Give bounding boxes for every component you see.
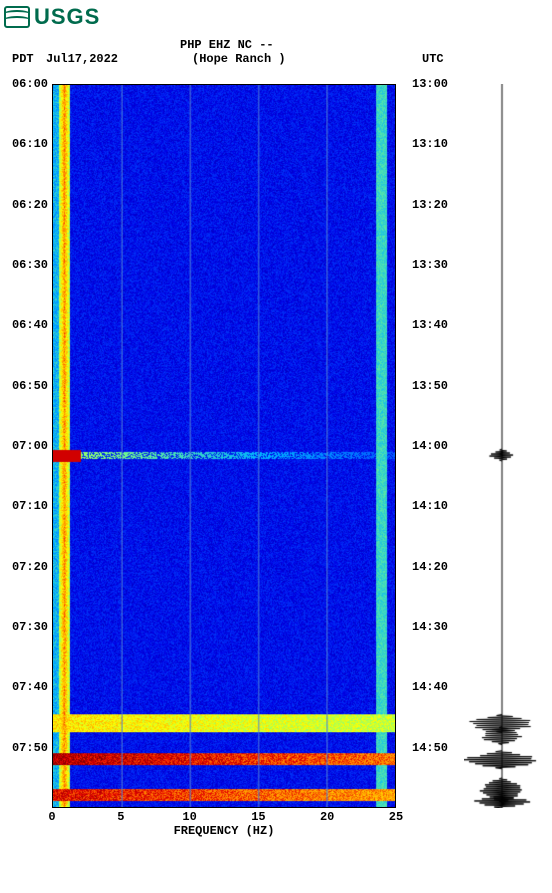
ytick-left: 06:40 <box>0 318 48 332</box>
ytick-left: 06:10 <box>0 137 48 151</box>
tz-left-label: PDT <box>12 52 34 66</box>
wave-icon <box>4 6 30 28</box>
xtick: 15 <box>251 810 265 824</box>
usgs-logo: USGS <box>4 4 100 30</box>
xtick: 0 <box>48 810 55 824</box>
ytick-right: 14:10 <box>412 499 472 513</box>
xtick: 20 <box>320 810 334 824</box>
xtick: 5 <box>117 810 124 824</box>
xtick: 25 <box>389 810 403 824</box>
spectrogram-canvas <box>53 85 395 807</box>
ytick-left: 07:00 <box>0 439 48 453</box>
ytick-right: 14:20 <box>412 560 472 574</box>
ytick-right: 13:40 <box>412 318 472 332</box>
x-axis-ticks: 0510152025 <box>52 810 396 824</box>
ytick-right: 13:20 <box>412 198 472 212</box>
y-axis-right: 13:0013:1013:2013:3013:4013:5014:0014:10… <box>400 84 460 808</box>
ytick-right: 14:50 <box>412 741 472 755</box>
trace-canvas <box>464 84 540 808</box>
date-label: Jul17,2022 <box>46 52 118 66</box>
station-name: (Hope Ranch ) <box>192 52 286 66</box>
ytick-left: 07:40 <box>0 680 48 694</box>
ytick-left: 06:00 <box>0 77 48 91</box>
ytick-left: 07:10 <box>0 499 48 513</box>
ytick-right: 13:00 <box>412 77 472 91</box>
ytick-left: 07:30 <box>0 620 48 634</box>
ytick-left: 07:20 <box>0 560 48 574</box>
ytick-right: 14:00 <box>412 439 472 453</box>
xtick: 10 <box>182 810 196 824</box>
ytick-left: 07:50 <box>0 741 48 755</box>
ytick-right: 14:40 <box>412 680 472 694</box>
ytick-left: 06:30 <box>0 258 48 272</box>
ytick-left: 06:50 <box>0 379 48 393</box>
amplitude-trace <box>464 84 540 808</box>
logo-text: USGS <box>34 4 100 30</box>
y-axis-left: 06:0006:1006:2006:3006:4006:5007:0007:10… <box>0 84 52 808</box>
station-code: PHP EHZ NC -- <box>180 38 274 52</box>
ytick-right: 13:10 <box>412 137 472 151</box>
tz-right-label: UTC <box>422 52 444 66</box>
ytick-right: 13:50 <box>412 379 472 393</box>
spectrogram-frame <box>52 84 396 808</box>
ytick-right: 13:30 <box>412 258 472 272</box>
ytick-left: 06:20 <box>0 198 48 212</box>
x-axis-label: FREQUENCY (HZ) <box>52 824 396 838</box>
ytick-right: 14:30 <box>412 620 472 634</box>
